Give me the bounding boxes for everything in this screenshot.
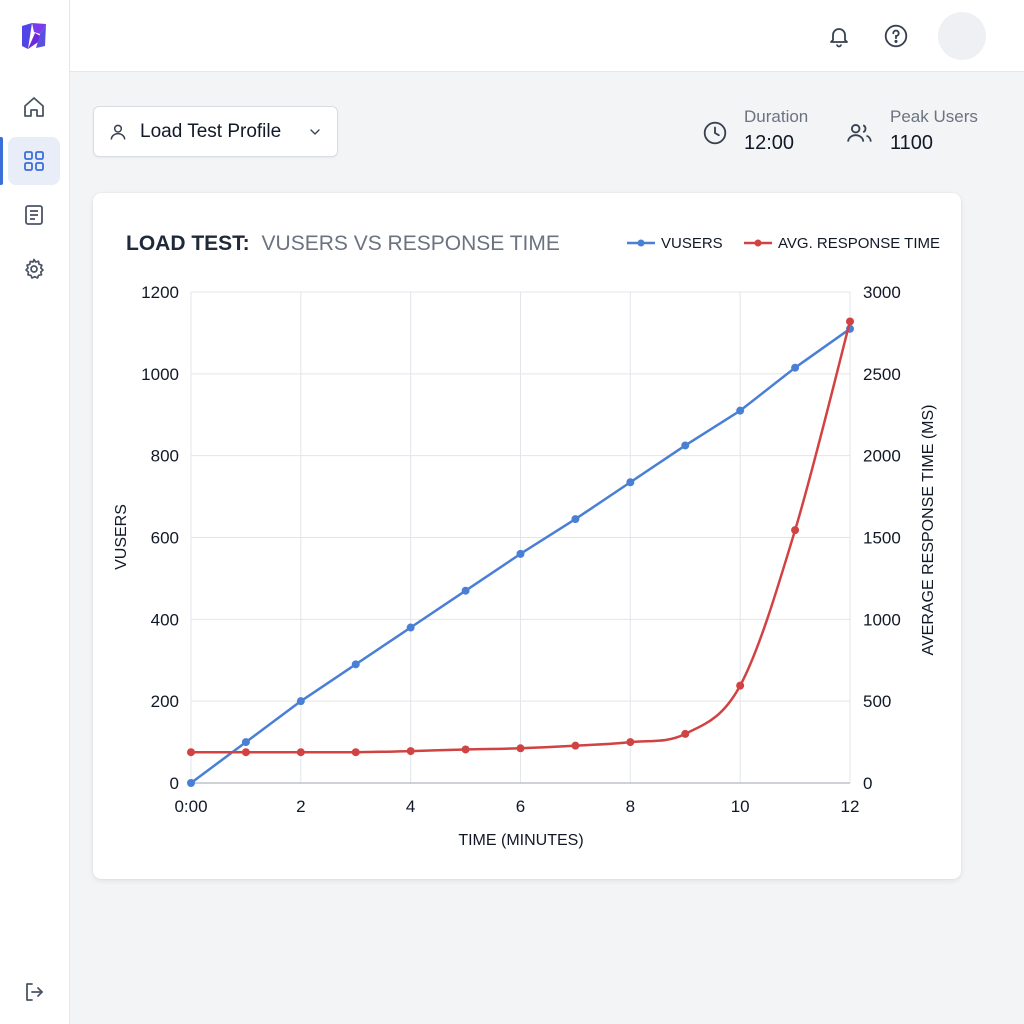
y-tick-label: 600 xyxy=(151,529,179,548)
logout-icon xyxy=(22,980,46,1004)
clock-icon xyxy=(702,120,728,146)
help-icon xyxy=(883,23,909,49)
x-tick-label: 4 xyxy=(406,797,415,816)
peak-users-value: 1100 xyxy=(890,132,934,154)
legend: VUSERS AVG. RESPONSE TIME xyxy=(627,235,940,252)
nav-home[interactable] xyxy=(8,83,60,131)
nav-dashboard[interactable] xyxy=(8,137,60,185)
data-point-response-time xyxy=(296,748,305,757)
data-point-vusers xyxy=(406,623,415,632)
y2-tick-label: 1000 xyxy=(863,610,901,629)
data-point-response-time xyxy=(351,748,360,757)
y-tick-label: 0 xyxy=(170,774,179,793)
data-point-response-time xyxy=(461,745,470,754)
app-logo[interactable] xyxy=(18,20,50,52)
chart-title-prefix: LOAD TEST: xyxy=(126,232,250,255)
y2-tick-label: 2500 xyxy=(863,365,901,384)
document-icon xyxy=(22,203,46,227)
legend-response-label: AVG. RESPONSE TIME xyxy=(778,235,940,252)
data-point-response-time xyxy=(736,681,745,690)
x-axis-ticks: 0:00 2 4 6 8 10 12 xyxy=(174,797,859,816)
nav-settings[interactable] xyxy=(8,245,60,293)
x-tick-label: 10 xyxy=(731,797,750,816)
users-icon xyxy=(846,120,874,146)
data-point-response-time xyxy=(406,747,415,756)
peak-users-label: Peak Users xyxy=(890,107,978,126)
dashboard-icon xyxy=(22,149,46,173)
sidebar xyxy=(0,0,70,1024)
series-line-response-time xyxy=(191,321,852,754)
data-point-response-time xyxy=(241,748,250,757)
chart-title-main: VUSERS VS RESPONSE TIME xyxy=(262,232,560,255)
y2-axis-label: AVERAGE RESPONSE TIME (MS) xyxy=(920,404,937,655)
data-point-vusers xyxy=(791,363,800,372)
data-point-vusers xyxy=(681,441,690,450)
data-point-response-time xyxy=(626,738,635,747)
settings-icon xyxy=(22,257,46,281)
duration-label: Duration xyxy=(744,107,809,126)
profile-selector-label: Load Test Profile xyxy=(140,120,282,142)
y-tick-label: 1000 xyxy=(141,365,179,384)
y2-axis-ticks: 0 500 1000 1500 2000 2500 3000 xyxy=(863,283,901,793)
chart-title: LOAD TEST: VUSERS VS RESPONSE TIME xyxy=(126,232,560,255)
active-nav-indicator xyxy=(0,137,3,185)
y-axis-label: VUSERS xyxy=(113,504,130,570)
data-point-response-time xyxy=(571,741,580,750)
user-icon xyxy=(108,122,128,142)
y2-tick-label: 500 xyxy=(863,692,891,711)
line-chart: LOAD TEST: VUSERS VS RESPONSE TIME VUSER… xyxy=(113,232,940,849)
x-tick-label: 2 xyxy=(296,797,305,816)
y-tick-label: 1200 xyxy=(141,283,179,302)
y-tick-label: 800 xyxy=(151,447,179,466)
chart-grid xyxy=(190,291,851,784)
data-point-response-time xyxy=(846,317,854,326)
y2-tick-label: 2000 xyxy=(863,447,901,466)
legend-response-marker xyxy=(754,239,762,247)
x-tick-label: 8 xyxy=(626,797,635,816)
peak-users-stat: Peak Users 1100 xyxy=(846,106,978,158)
bell-icon xyxy=(827,24,851,48)
data-point-response-time xyxy=(516,744,525,753)
data-point-vusers xyxy=(187,779,195,787)
x-axis-label: TIME (MINUTES) xyxy=(458,832,583,849)
data-point-vusers xyxy=(516,549,525,558)
y-axis-ticks: 0 200 400 600 800 1000 1200 xyxy=(141,283,179,793)
legend-vusers-label: VUSERS xyxy=(661,235,723,252)
data-point-vusers xyxy=(571,515,580,524)
chart-card: LOAD TEST: VUSERS VS RESPONSE TIME VUSER… xyxy=(93,193,961,879)
data-point-vusers xyxy=(736,406,745,415)
data-point-vusers xyxy=(241,738,250,747)
profile-selector[interactable]: Load Test Profile xyxy=(93,106,338,157)
notifications-button[interactable] xyxy=(825,22,853,50)
y2-tick-label: 3000 xyxy=(863,283,901,302)
x-tick-label: 12 xyxy=(841,797,860,816)
data-point-response-time xyxy=(681,729,690,738)
data-point-vusers xyxy=(461,586,470,595)
data-point-response-time xyxy=(791,526,800,535)
avatar[interactable] xyxy=(938,12,986,60)
top-bar xyxy=(70,0,1024,72)
data-point-vusers xyxy=(351,660,360,669)
home-icon xyxy=(22,95,46,119)
duration-value: 12:00 xyxy=(744,132,795,154)
chevron-down-icon xyxy=(307,124,323,140)
duration-stat: Duration 12:00 xyxy=(702,106,808,158)
data-point-response-time xyxy=(187,748,195,757)
nav-logout[interactable] xyxy=(8,968,60,1016)
x-tick-label: 6 xyxy=(516,797,525,816)
legend-vusers-marker xyxy=(637,239,645,247)
y-tick-label: 400 xyxy=(151,610,179,629)
x-tick-label: 0:00 xyxy=(174,797,207,816)
nav-reports[interactable] xyxy=(8,191,60,239)
y2-tick-label: 0 xyxy=(863,774,872,793)
data-point-vusers xyxy=(626,478,635,487)
chart-series xyxy=(187,317,854,787)
y2-tick-label: 1500 xyxy=(863,529,901,548)
data-point-vusers xyxy=(296,697,305,706)
y-tick-label: 200 xyxy=(151,692,179,711)
help-button[interactable] xyxy=(882,22,910,50)
